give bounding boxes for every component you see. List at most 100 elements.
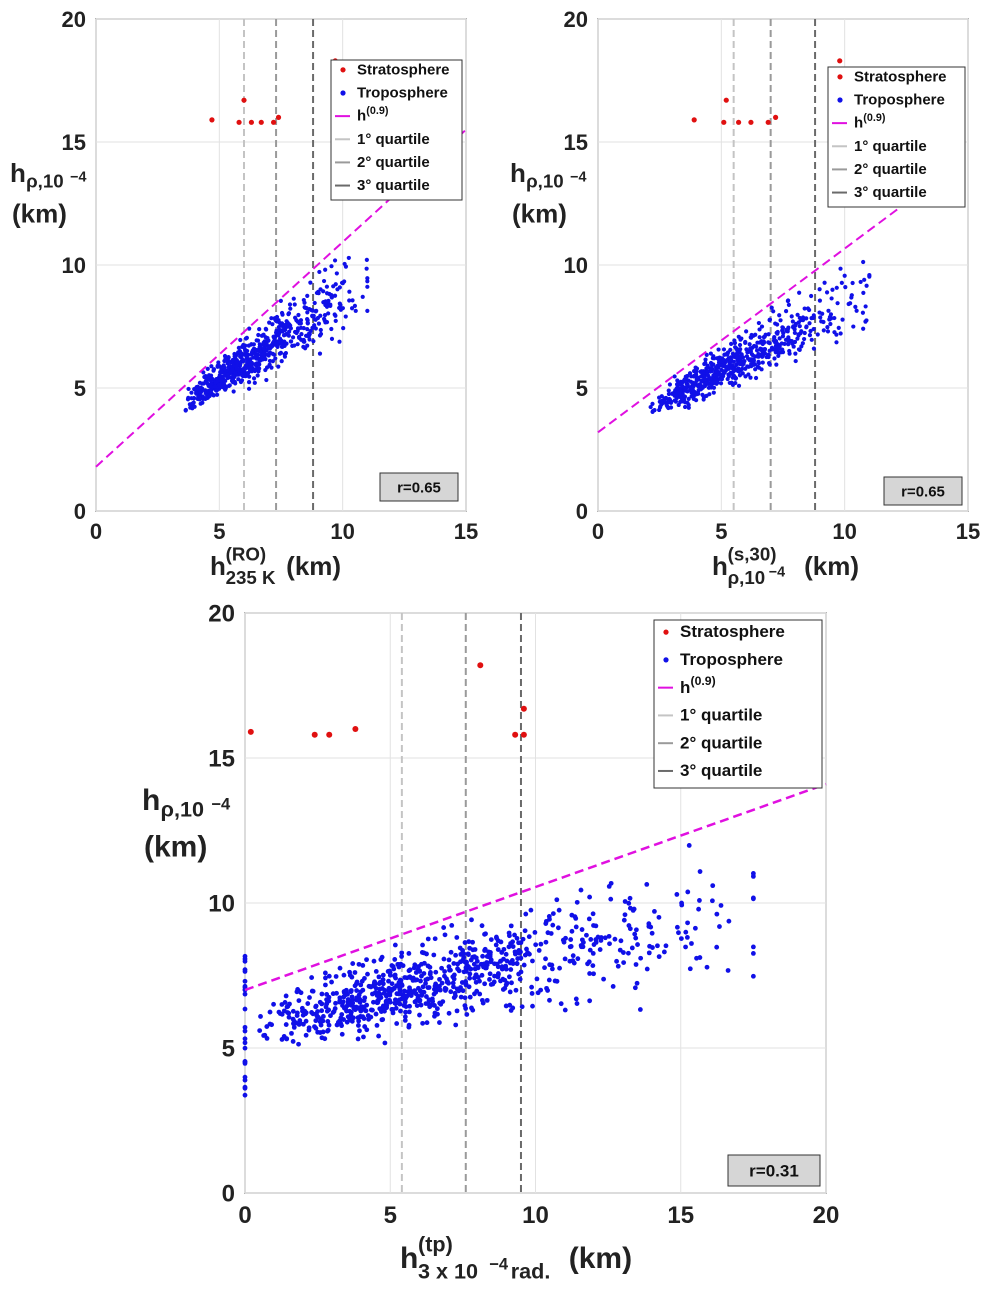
troposphere-point bbox=[351, 1004, 357, 1010]
troposphere-point bbox=[347, 289, 352, 294]
troposphere-point bbox=[295, 328, 300, 334]
troposphere-point bbox=[703, 360, 708, 366]
troposphere-point bbox=[288, 306, 293, 311]
troposphere-point bbox=[258, 1014, 263, 1019]
troposphere-point bbox=[313, 309, 318, 314]
troposphere-point bbox=[597, 947, 603, 952]
troposphere-point bbox=[322, 313, 328, 318]
legend-label: 3° quartile bbox=[357, 177, 430, 194]
troposphere-point bbox=[280, 329, 285, 334]
troposphere-point bbox=[442, 969, 447, 974]
troposphere-point bbox=[389, 988, 395, 993]
troposphere-point bbox=[625, 950, 631, 956]
troposphere-point bbox=[451, 961, 457, 966]
troposphere-point bbox=[838, 331, 843, 336]
troposphere-point bbox=[519, 1004, 525, 1010]
troposphere-point bbox=[590, 911, 596, 917]
troposphere-point bbox=[264, 327, 269, 332]
troposphere-point bbox=[189, 390, 194, 395]
troposphere-point bbox=[323, 267, 328, 272]
troposphere-point bbox=[716, 372, 721, 377]
troposphere-point bbox=[556, 907, 562, 913]
troposphere-point bbox=[733, 376, 738, 381]
troposphere-point bbox=[773, 321, 778, 326]
troposphere-point bbox=[797, 290, 802, 295]
troposphere-point bbox=[337, 1018, 343, 1024]
troposphere-point bbox=[296, 1041, 301, 1047]
troposphere-point bbox=[277, 1011, 283, 1016]
y-label-subsup: −4 bbox=[211, 795, 231, 813]
troposphere-point bbox=[329, 264, 334, 269]
troposphere-point bbox=[790, 319, 795, 324]
troposphere-point bbox=[778, 318, 783, 323]
troposphere-point bbox=[350, 961, 356, 966]
troposphere-point bbox=[573, 915, 579, 921]
troposphere-point bbox=[284, 1004, 290, 1010]
troposphere-point bbox=[627, 895, 633, 901]
troposphere-point bbox=[495, 947, 501, 952]
troposphere-point bbox=[705, 363, 710, 368]
troposphere-point bbox=[297, 1018, 303, 1023]
troposphere-point bbox=[371, 999, 376, 1005]
troposphere-point bbox=[361, 1034, 366, 1040]
troposphere-point bbox=[702, 383, 708, 389]
troposphere-point bbox=[290, 1016, 296, 1022]
troposphere-point bbox=[458, 951, 464, 957]
troposphere-point bbox=[748, 375, 753, 380]
troposphere-point bbox=[474, 988, 480, 994]
troposphere-point bbox=[506, 944, 512, 950]
troposphere-point bbox=[716, 347, 721, 352]
troposphere-point bbox=[377, 1006, 383, 1012]
troposphere-point bbox=[427, 1004, 433, 1010]
troposphere-point bbox=[587, 947, 593, 953]
troposphere-point bbox=[333, 282, 338, 287]
legend-label: Stratosphere bbox=[357, 61, 450, 78]
troposphere-point bbox=[390, 1010, 396, 1016]
troposphere-point bbox=[420, 1020, 426, 1026]
troposphere-point bbox=[418, 978, 423, 984]
troposphere-point bbox=[650, 401, 655, 406]
troposphere-point bbox=[588, 937, 594, 942]
troposphere-point bbox=[674, 924, 680, 930]
stratosphere-point bbox=[247, 728, 254, 735]
troposphere-point bbox=[313, 1018, 319, 1024]
troposphere-point bbox=[469, 917, 474, 923]
troposphere-point bbox=[714, 944, 720, 950]
stratosphere-points bbox=[247, 662, 527, 738]
troposphere-point bbox=[323, 299, 328, 304]
troposphere-point bbox=[494, 935, 499, 941]
troposphere-point bbox=[284, 1036, 290, 1042]
troposphere-point bbox=[333, 1000, 338, 1006]
troposphere-point bbox=[627, 905, 633, 911]
troposphere-point bbox=[739, 359, 744, 364]
troposphere-point bbox=[467, 975, 473, 981]
troposphere-point bbox=[569, 912, 575, 918]
troposphere-point bbox=[492, 973, 497, 979]
troposphere-point bbox=[274, 314, 280, 320]
troposphere-point bbox=[545, 930, 551, 936]
legend-marker bbox=[340, 67, 346, 73]
troposphere-point bbox=[190, 406, 195, 411]
troposphere-point bbox=[638, 955, 644, 961]
troposphere-point bbox=[793, 323, 798, 328]
correlation-box: r=0.31 bbox=[727, 1154, 821, 1187]
troposphere-point bbox=[264, 377, 269, 383]
troposphere-point bbox=[197, 388, 202, 394]
legend-marker bbox=[340, 90, 346, 96]
troposphere-point bbox=[345, 1014, 351, 1020]
troposphere-point bbox=[415, 985, 421, 991]
troposphere-point bbox=[254, 338, 259, 343]
troposphere-point bbox=[672, 392, 677, 397]
troposphere-point bbox=[450, 980, 456, 986]
troposphere-point bbox=[802, 336, 807, 342]
troposphere-point bbox=[738, 337, 743, 342]
troposphere-point bbox=[437, 1020, 442, 1025]
troposphere-point bbox=[618, 938, 624, 944]
troposphere-point bbox=[313, 1025, 319, 1031]
stratosphere-point bbox=[736, 119, 742, 125]
troposphere-point bbox=[222, 386, 227, 392]
troposphere-point bbox=[264, 341, 269, 346]
troposphere-point bbox=[607, 941, 612, 947]
troposphere-point bbox=[718, 903, 724, 908]
troposphere-point bbox=[235, 360, 241, 365]
